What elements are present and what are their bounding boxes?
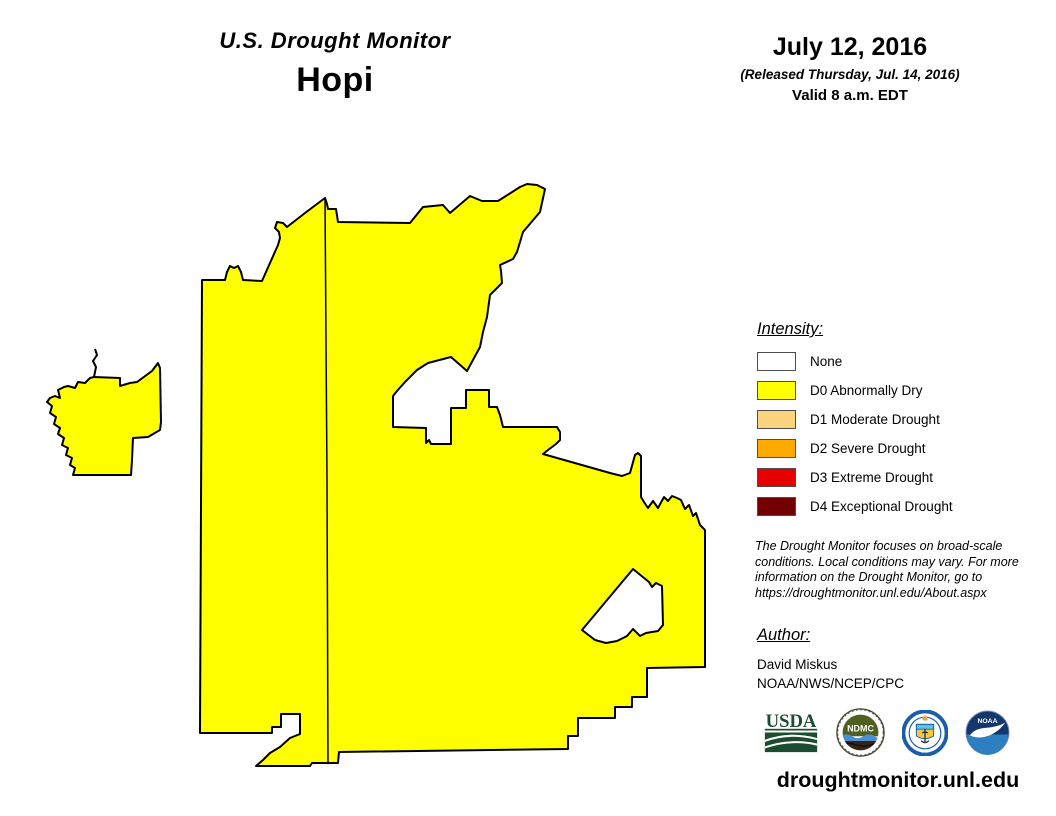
map-region-main [199, 183, 706, 767]
legend-label: D2 Severe Drought [810, 441, 926, 456]
legend-swatch-d3 [757, 468, 796, 487]
usda-logo: USDA [764, 712, 818, 752]
legend-label: D1 Moderate Drought [810, 412, 940, 427]
author-org: NOAA/NWS/NCEP/CPC [757, 676, 905, 691]
noaa-text: NOAA [977, 718, 997, 725]
map-region-name: Hopi [296, 61, 374, 99]
legend-item-d3: D3 Extreme Drought [757, 468, 1037, 487]
disclaimer-line: The Drought Monitor focuses on broad-sca… [755, 539, 1003, 553]
map-title: U.S. Drought Monitor [219, 28, 451, 53]
commerce-seal-logo [902, 709, 948, 756]
legend-swatch-none [757, 352, 796, 371]
legend-label: D3 Extreme Drought [810, 470, 934, 485]
disclaimer-line: conditions. Local conditions may vary. F… [755, 554, 1019, 569]
legend-label: D4 Exceptional Drought [810, 499, 953, 514]
legend-swatch-d4 [757, 497, 796, 516]
legend-swatch-d1 [757, 410, 796, 429]
author-name: David Miskus [757, 657, 838, 672]
agency-logos: USDA NDMC NOAA [763, 708, 1033, 757]
map-boundary-tail [92, 348, 98, 378]
author-block: Author: David Miskus NOAA/NWS/NCEP/CPC [757, 626, 904, 693]
header-date-block: July 12, 2016 (Released Thursday, Jul. 1… [690, 33, 1010, 104]
site-url: droughtmonitor.unl.edu [776, 768, 1020, 792]
map-region-west [46, 362, 162, 476]
release-date: (Released Thursday, Jul. 14, 2016) [740, 67, 960, 82]
author-heading: Author: [757, 626, 811, 644]
legend-swatch-d2 [757, 439, 796, 458]
legend-label: None [810, 354, 843, 369]
header-title-block: U.S. Drought Monitor Hopi [150, 28, 520, 100]
legend-item-d4: D4 Exceptional Drought [757, 497, 1037, 516]
legend-item-d1: D1 Moderate Drought [757, 410, 1037, 429]
disclaimer-line: information on the Drought Monitor, go t… [755, 570, 983, 584]
legend-item-none: None [757, 352, 1037, 371]
ndmc-logo: NDMC [836, 708, 885, 757]
map-hole [581, 568, 664, 644]
valid-time: Valid 8 a.m. EDT [792, 87, 908, 104]
usda-text: USDA [766, 712, 817, 732]
map-district-line [324, 197, 329, 763]
legend-heading: Intensity: [757, 320, 824, 338]
map-date: July 12, 2016 [772, 33, 928, 61]
ndmc-text: NDMC [847, 724, 874, 734]
intensity-legend: Intensity: None D0 Abnormally Dry D1 Mod… [757, 320, 1037, 526]
disclaimer-link: https://droughtmonitor.unl.edu/About.asp… [755, 585, 987, 600]
legend-item-d0: D0 Abnormally Dry [757, 381, 1037, 400]
legend-swatch-d0 [757, 381, 796, 400]
legend-item-d2: D2 Severe Drought [757, 439, 1037, 458]
legend-label: D0 Abnormally Dry [810, 383, 923, 398]
disclaimer-text: The Drought Monitor focuses on broad-sca… [755, 539, 1040, 601]
noaa-logo: NOAA [965, 710, 1010, 755]
